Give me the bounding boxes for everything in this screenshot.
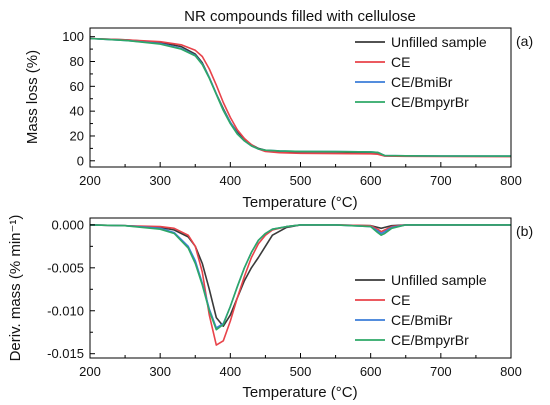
panel-a-legend-label-ce-bmibr: CE/BmiBr [391,74,453,90]
panel-b-x-tick-label: 500 [290,364,312,379]
panel-b-label: (b) [516,223,533,239]
panel-a-label: (a) [516,33,533,49]
panel-b-x-tick-label: 400 [219,364,241,379]
panel-a-x-tick-label: 600 [360,173,382,188]
panel-b-derivative: 200 300 400 500 600 700 800 0.000 -0.005 -0.010 -0… [7,215,533,401]
panel-b-x-tick-label: 700 [430,364,452,379]
panel-a-y-tick-label: 0 [77,153,84,168]
panel-b-y-tick-label: -0.010 [47,303,84,318]
panel-b-x-axis-label: Temperature (°C) [242,384,357,401]
panel-a-x-tick-label: 400 [219,173,241,188]
panel-a-mass-loss: 200 300 400 500 600 700 800 0 20 40 60 80 100 (a) Te… [24,27,533,211]
panel-a-x-axis-label: Temperature (°C) [242,194,357,211]
panel-b-legend-label-ce-bmibr: CE/BmiBr [391,312,453,328]
panel-b-x-tick-label: 300 [149,364,171,379]
panel-a-series-ce-bmpyrbr [89,37,512,157]
panel-a-y-tick-label: 60 [70,79,84,94]
panel-a-ticks: 200 300 400 500 600 700 800 0 20 40 60 80 100 [62,29,522,188]
panel-a-x-tick-label: 500 [290,173,312,188]
panel-b-y-axis-label: Deriv. mass (% min⁻¹) [7,215,24,362]
panel-a-x-tick-label: 800 [500,173,522,188]
panel-a-legend-label-unfilled-sample: Unfilled sample [391,34,487,50]
panel-a-y-axis-label: Mass loss (%) [24,50,41,144]
panel-b-legend-label-ce-bmpyrbr: CE/BmpyrBr [391,332,469,348]
panel-a-x-tick-label: 700 [430,173,452,188]
panel-b-legend-label-ce: CE [391,292,410,308]
panel-a-series-group [89,37,512,158]
panel-a-legend-label-ce-bmpyrbr: CE/BmpyrBr [391,94,469,110]
panel-a-series-ce [89,37,512,158]
panel-b-x-tick-label: 800 [500,364,522,379]
panel-b-legend: Unfilled sample CE CE/BmiBr CE/BmpyrBr [355,272,487,348]
panel-b-y-tick-label: -0.005 [47,260,84,275]
panel-a-legend: Unfilled sample CE CE/BmiBr CE/BmpyrBr [355,34,487,110]
panel-b-series-ce [89,224,511,346]
panel-b-series-group [89,224,511,346]
panel-b-y-tick-label: -0.015 [47,346,84,361]
panel-a-y-tick-label: 20 [70,128,84,143]
panel-a-x-tick-label: 300 [149,173,171,188]
panel-b-series-ce-bmpyrbr [89,224,511,331]
panel-a-x-tick-label: 200 [79,173,101,188]
chart-title: NR compounds filled with cellulose [184,8,416,25]
panel-b-y-tick-label: 0.000 [51,217,84,232]
panel-a-y-tick-label: 40 [70,104,84,119]
panel-a-legend-label-ce: CE [391,54,410,70]
panel-b-ticks: 200 300 400 500 600 700 800 0.000 -0.005 -0.010 -0… [47,217,522,379]
panel-a-y-tick-label: 80 [70,54,84,69]
panel-b-x-tick-label: 600 [360,364,382,379]
panel-a-y-tick-label: 100 [62,29,84,44]
panel-b-legend-label-unfilled-sample: Unfilled sample [391,272,487,288]
panel-b-x-tick-label: 200 [79,364,101,379]
